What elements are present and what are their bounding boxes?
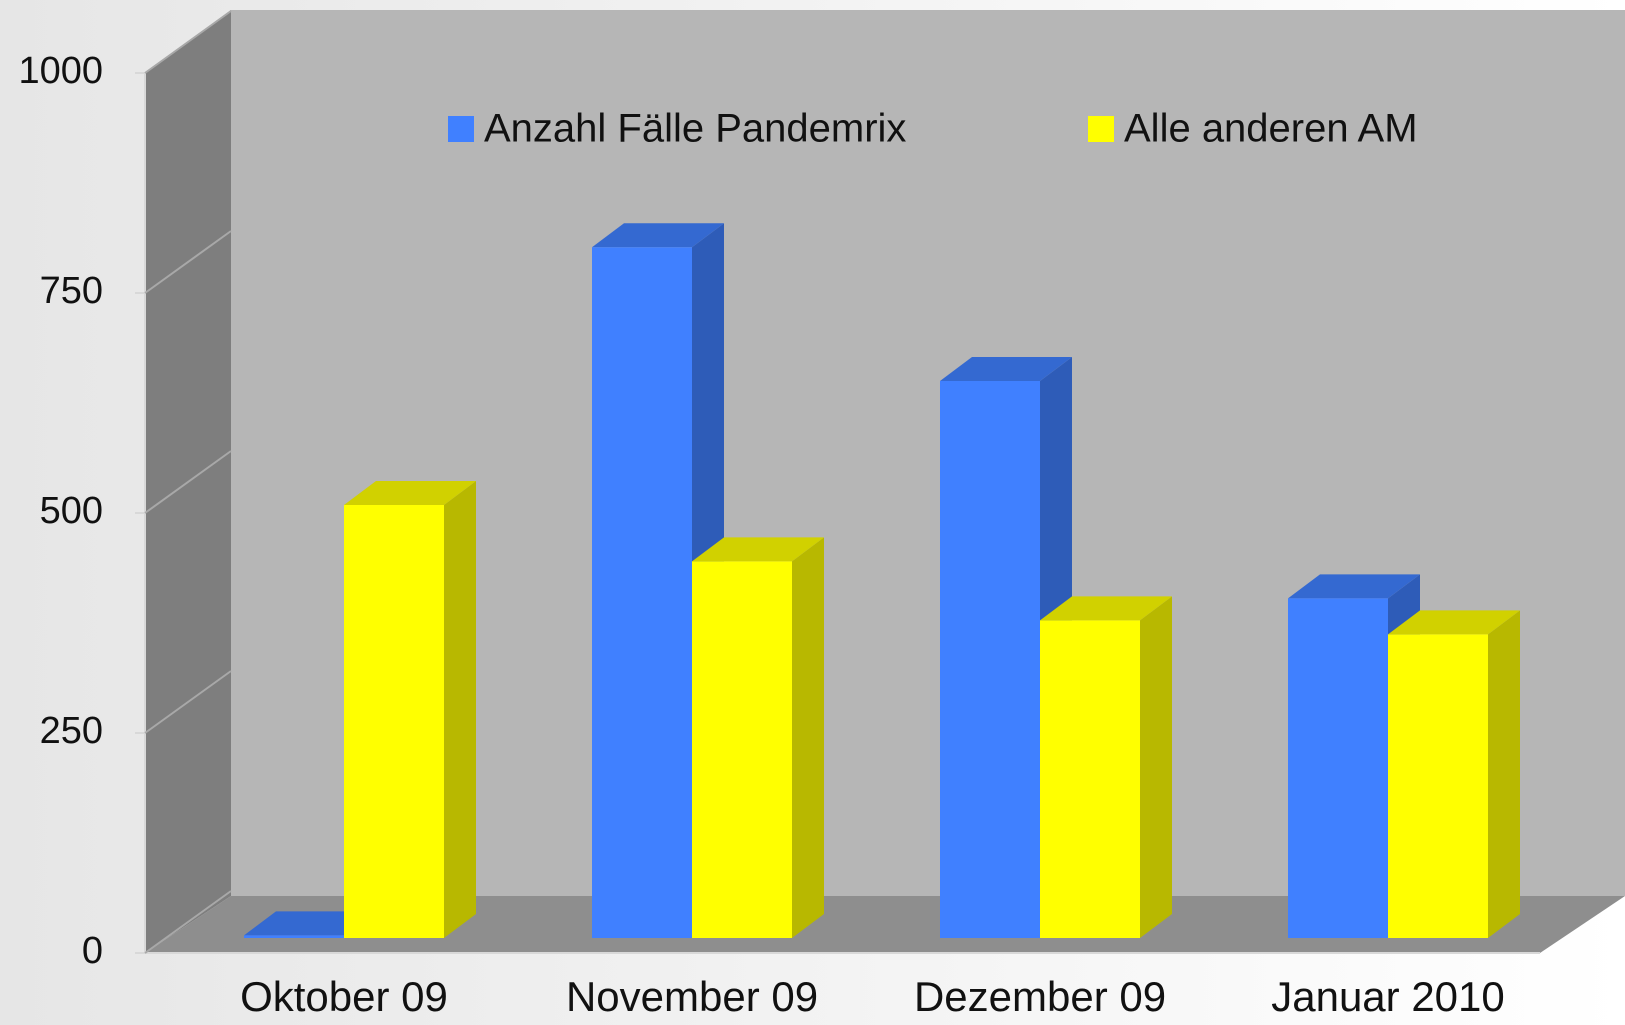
y-tick-label: 0 bbox=[82, 930, 103, 972]
bar-side bbox=[1140, 596, 1172, 938]
x-tick-label: Januar 2010 bbox=[1271, 973, 1505, 1020]
bar-side bbox=[1488, 610, 1520, 938]
y-tick-label: 1000 bbox=[18, 50, 103, 92]
x-tick-label: November 09 bbox=[566, 973, 818, 1020]
bar bbox=[344, 481, 476, 938]
grid-line bbox=[144, 890, 232, 954]
legend-swatch bbox=[448, 116, 474, 142]
bar-top bbox=[940, 356, 1072, 381]
bar-front bbox=[1288, 598, 1388, 938]
bar-front bbox=[940, 380, 1040, 939]
bar-top bbox=[244, 911, 376, 936]
back-wall bbox=[231, 10, 1625, 896]
y-tick-label: 750 bbox=[40, 270, 103, 312]
bar-top bbox=[1040, 596, 1172, 621]
legend-label: Alle anderen AM bbox=[1124, 107, 1418, 151]
bar-side bbox=[792, 537, 824, 938]
bar-side bbox=[444, 481, 476, 938]
grid-line bbox=[144, 230, 232, 294]
bar-front bbox=[244, 935, 344, 938]
bar bbox=[1040, 596, 1172, 938]
bar-front bbox=[1040, 620, 1140, 938]
bar-front bbox=[1388, 634, 1488, 938]
bar-top bbox=[692, 537, 824, 562]
grid-line bbox=[144, 450, 232, 514]
y-tick-label: 500 bbox=[40, 490, 103, 532]
bar bbox=[1388, 610, 1520, 938]
x-tick-label: Dezember 09 bbox=[914, 973, 1166, 1020]
bar-front bbox=[344, 505, 444, 938]
x-tick-label: Oktober 09 bbox=[240, 973, 448, 1020]
bar bbox=[692, 537, 824, 938]
y-tick-label: 250 bbox=[40, 710, 103, 752]
grid-line bbox=[144, 10, 232, 74]
legend-label: Anzahl Fälle Pandemrix bbox=[484, 107, 906, 151]
bar-top bbox=[592, 223, 724, 248]
bar-top bbox=[344, 481, 476, 506]
bar-front bbox=[692, 561, 792, 938]
floor bbox=[145, 896, 1625, 953]
bar-front bbox=[592, 247, 692, 938]
bar-top bbox=[1288, 574, 1420, 599]
bar-top bbox=[1388, 610, 1520, 635]
legend-swatch bbox=[1088, 116, 1114, 142]
grid-line bbox=[144, 670, 232, 734]
